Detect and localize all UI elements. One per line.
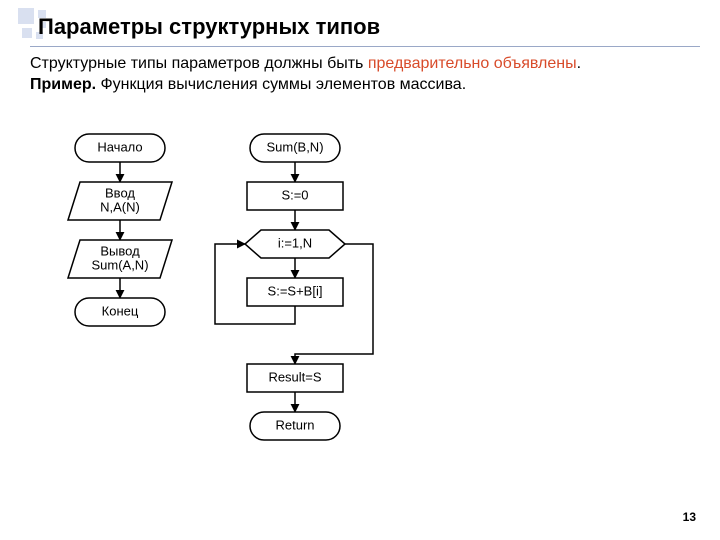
svg-text:S:=0: S:=0	[281, 187, 308, 202]
svg-text:S:=S+B[i]: S:=S+B[i]	[268, 283, 323, 298]
svg-text:i:=1,N: i:=1,N	[278, 235, 312, 250]
body-text: Структурные типы параметров должны быть …	[30, 54, 700, 96]
svg-text:Sum(B,N): Sum(B,N)	[266, 139, 323, 154]
svg-text:Конец: Конец	[102, 303, 139, 318]
page-title: Параметры структурных типов	[30, 8, 700, 47]
svg-text:Вывод: Вывод	[100, 243, 140, 258]
page-number: 13	[683, 510, 696, 524]
svg-text:Result=S: Result=S	[268, 369, 321, 384]
text-plain-2: .	[577, 55, 581, 72]
example-label: Пример.	[30, 76, 96, 93]
svg-text:Начало: Начало	[97, 139, 142, 154]
text-plain-1: Структурные типы параметров должны быть	[30, 55, 368, 72]
flowchart: Начало ВводN,A(N) ВыводSum(A,N) Конец Sum(B,…	[60, 130, 480, 530]
svg-text:Sum(A,N): Sum(A,N)	[91, 257, 148, 272]
example-text: Функция вычисления суммы элементов масси…	[96, 76, 466, 93]
svg-text:N,A(N): N,A(N)	[100, 199, 140, 214]
svg-text:Ввод: Ввод	[105, 185, 135, 200]
text-red: предварительно объявлены	[368, 55, 577, 72]
svg-text:Return: Return	[275, 417, 314, 432]
